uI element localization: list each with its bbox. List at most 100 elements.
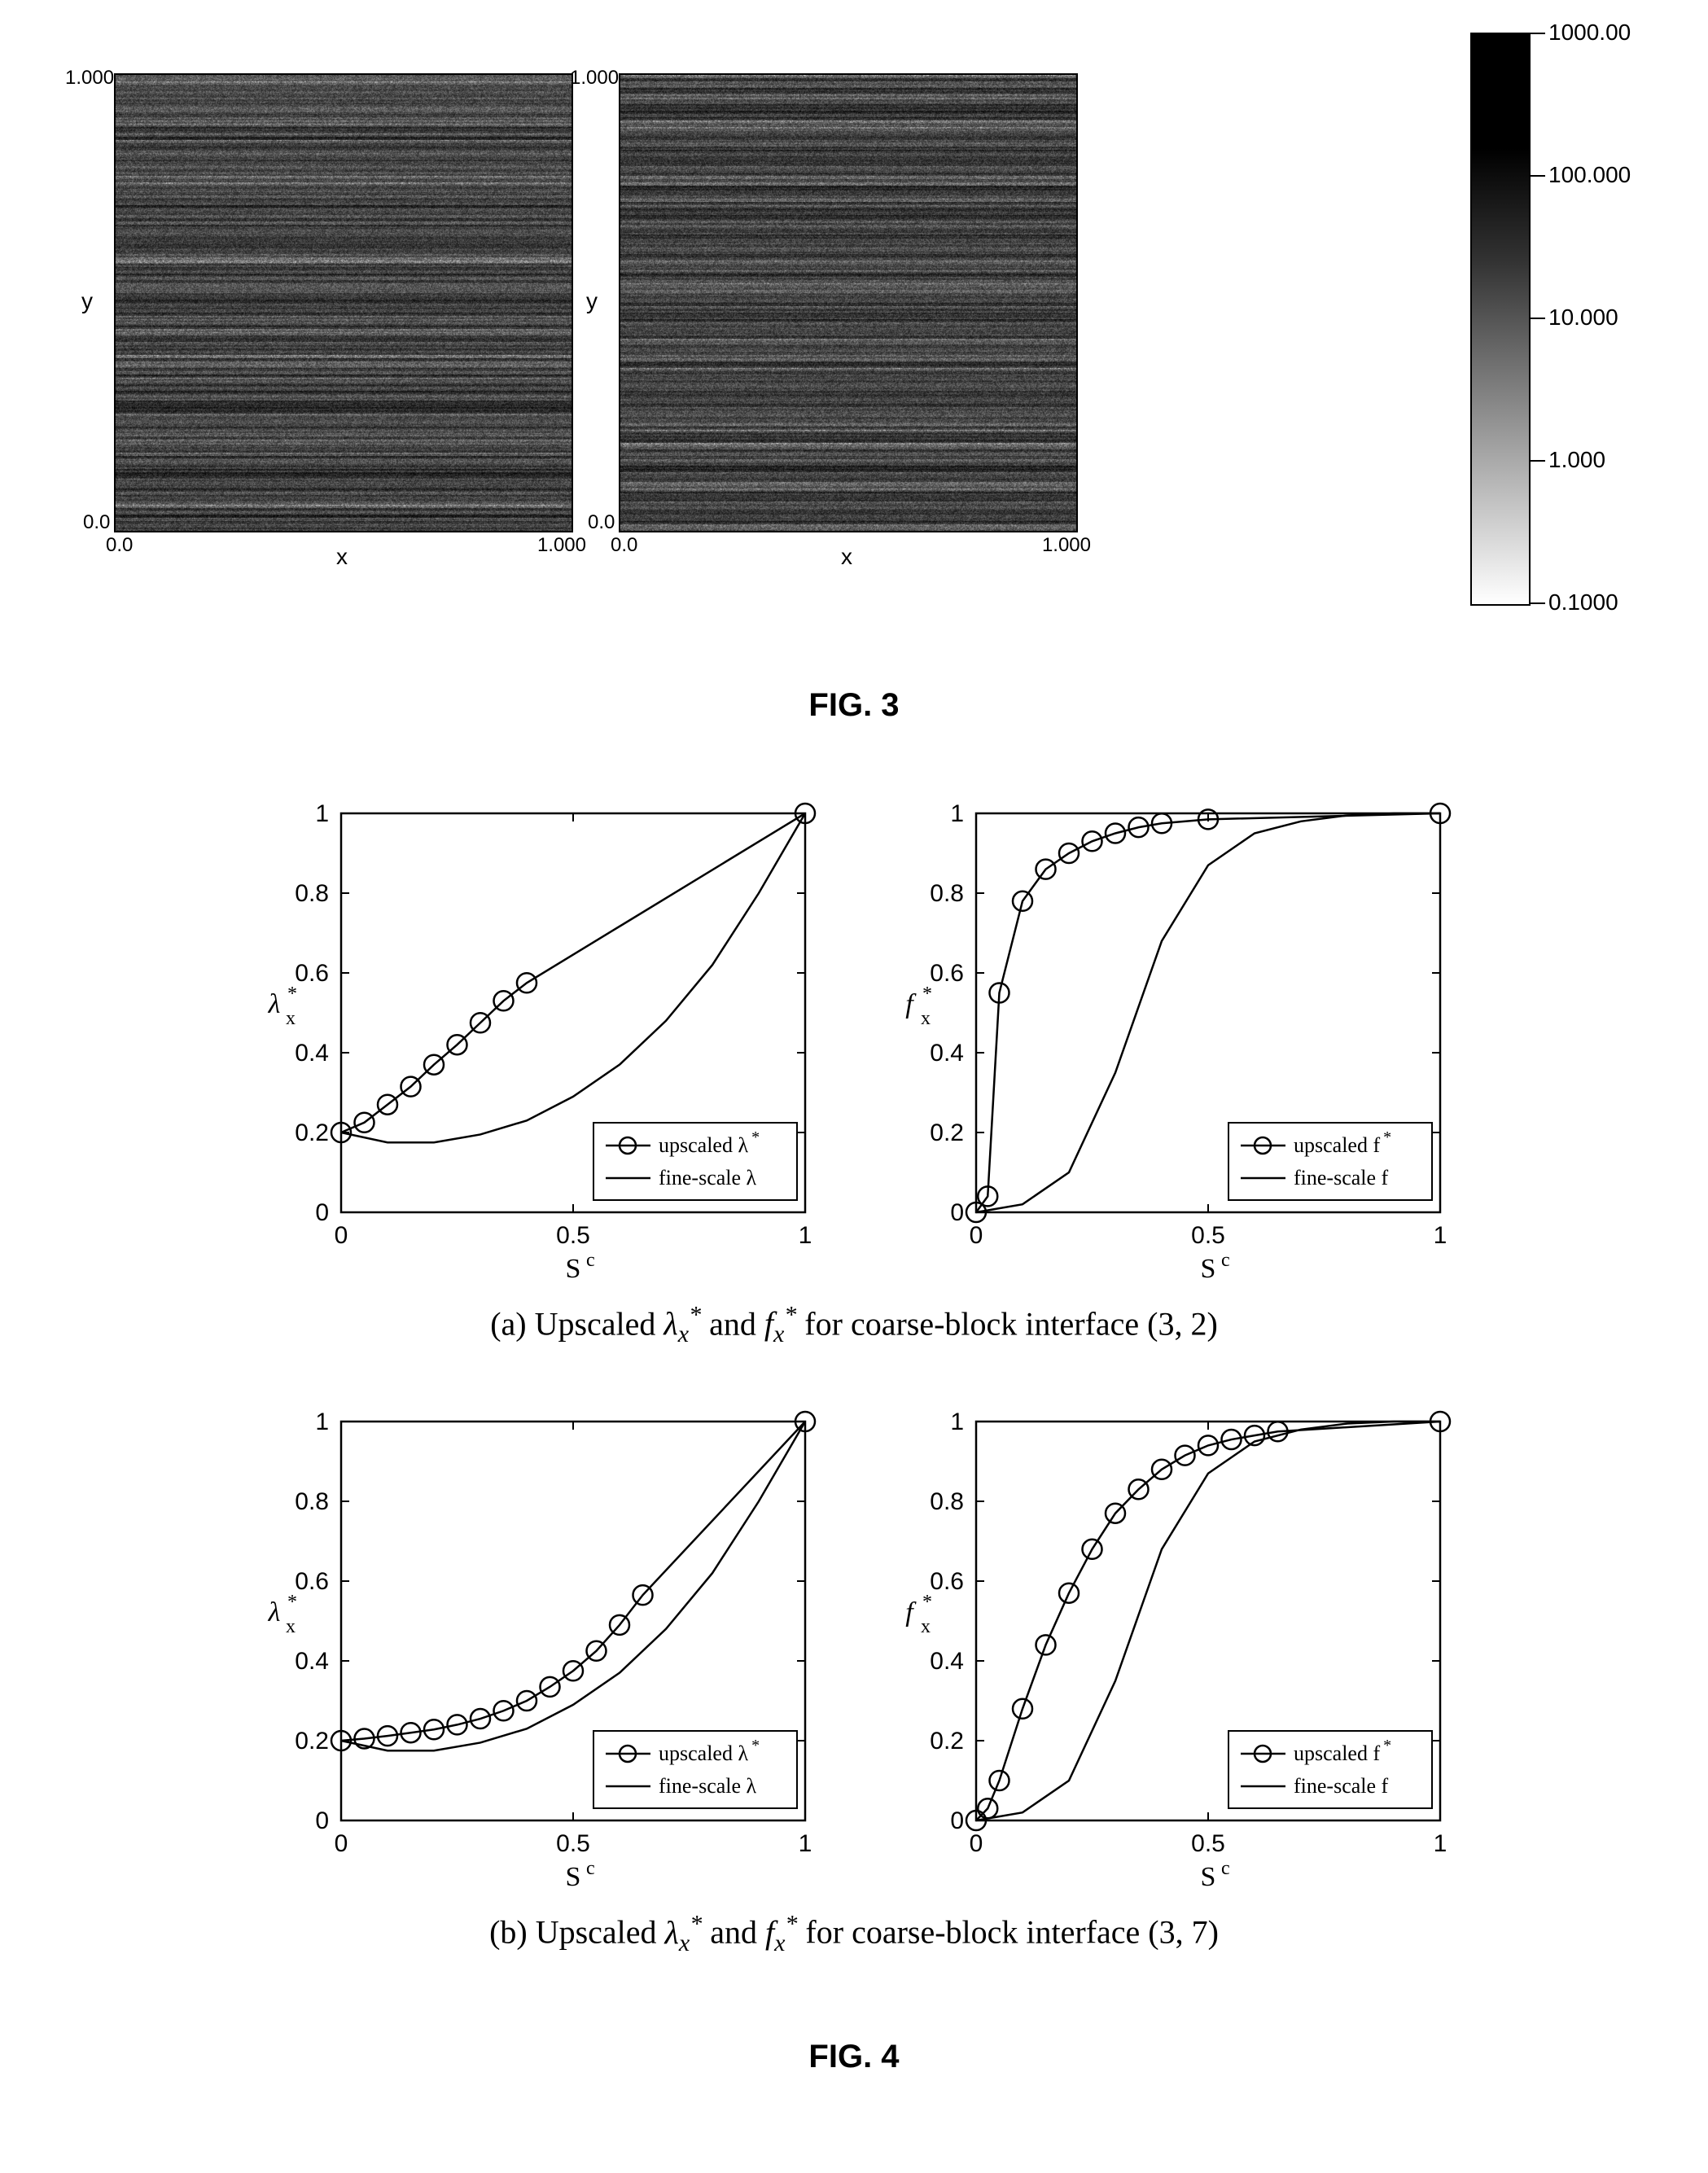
heatmap-left-canvas — [114, 73, 573, 532]
fig3-title: FIG. 3 — [33, 687, 1675, 724]
svg-text:λ: λ — [268, 989, 281, 1019]
svg-text:0: 0 — [315, 1807, 329, 1834]
svg-text:*: * — [751, 1128, 760, 1146]
svg-text:0: 0 — [970, 1830, 983, 1857]
colorbar-block: 1000.00100.00010.0001.0000.1000 — [1470, 33, 1659, 606]
svg-text:fine-scale f: fine-scale f — [1294, 1166, 1389, 1189]
svg-text:upscaled λ: upscaled λ — [659, 1133, 748, 1157]
colorbar-label: 1000.00 — [1548, 20, 1631, 46]
svg-text:c: c — [586, 1250, 595, 1271]
svg-text:0.6: 0.6 — [295, 960, 329, 987]
svg-text:fine-scale λ: fine-scale λ — [659, 1166, 757, 1189]
heatmap-left-plot: y x 1.000 0.0 0.0 1.000 — [114, 73, 570, 529]
svg-text:0.2: 0.2 — [930, 1119, 964, 1146]
svg-text:x: x — [286, 1008, 296, 1029]
svg-text:x: x — [921, 1616, 931, 1637]
fig3-container: y x 1.000 0.0 0.0 1.000 y x 1.000 0.0 0.… — [33, 33, 1675, 606]
tick-label: 0.0 — [106, 534, 133, 557]
svg-text:1: 1 — [315, 800, 329, 827]
svg-text:*: * — [1383, 1737, 1391, 1755]
colorbar-label: 0.1000 — [1548, 589, 1618, 616]
svg-text:0.2: 0.2 — [295, 1119, 329, 1146]
colorbar-label: 1.000 — [1548, 447, 1605, 473]
svg-text:*: * — [751, 1737, 760, 1755]
svg-text:c: c — [586, 1858, 595, 1879]
svg-text:0.8: 0.8 — [295, 1488, 329, 1515]
tick-label: 1.000 — [1042, 534, 1091, 557]
svg-text:S: S — [1201, 1862, 1216, 1892]
colorbar-tick — [1531, 175, 1545, 177]
svg-text:*: * — [287, 984, 297, 1005]
svg-text:1: 1 — [1434, 1222, 1447, 1249]
fig4b-row: 00.20.40.60.8100.51λ*xScupscaled λ*fine-… — [33, 1397, 1675, 1902]
caption-text: and — [702, 1914, 765, 1951]
fig4b-f-chart: 00.20.40.60.8100.51f*xScupscaled f*fine-… — [878, 1397, 1465, 1902]
heatmap-right-block: y x 1.000 0.0 0.0 1.000 — [619, 73, 1075, 529]
svg-text:1: 1 — [315, 1409, 329, 1435]
svg-text:x: x — [286, 1616, 296, 1637]
svg-text:0.6: 0.6 — [930, 1568, 964, 1595]
tick-label: 1.000 — [65, 67, 114, 90]
svg-text:0.4: 0.4 — [930, 1648, 964, 1675]
tick-label: 0.0 — [588, 511, 615, 534]
svg-text:0.6: 0.6 — [295, 1568, 329, 1595]
tick-label: 0.0 — [83, 511, 110, 534]
tick-label: 1.000 — [537, 534, 586, 557]
svg-text:S: S — [566, 1254, 581, 1284]
heatmap-right-ylabel: y — [586, 288, 598, 314]
tick-label: 0.0 — [611, 534, 637, 557]
svg-text:c: c — [1221, 1250, 1230, 1271]
caption-text: (b) Upscaled — [489, 1914, 664, 1951]
colorbar-tick — [1531, 460, 1545, 462]
svg-text:f: f — [905, 989, 917, 1019]
svg-text:0.2: 0.2 — [295, 1728, 329, 1755]
svg-text:x: x — [921, 1008, 931, 1029]
caption-text: (a) Upscaled — [490, 1305, 663, 1342]
tick-label: 1.000 — [570, 67, 619, 90]
fig4-title: FIG. 4 — [33, 2039, 1675, 2075]
heatmap-right-plot: y x 1.000 0.0 0.0 1.000 — [619, 73, 1075, 529]
svg-text:1: 1 — [799, 1222, 812, 1249]
caption-text: for coarse-block interface (3, 7) — [797, 1914, 1219, 1951]
svg-text:1: 1 — [1434, 1830, 1447, 1857]
svg-text:0.8: 0.8 — [295, 880, 329, 907]
svg-text:0.4: 0.4 — [295, 1648, 329, 1675]
caption-text: for coarse-block interface (3, 2) — [796, 1305, 1218, 1342]
heatmap-right-xlabel: x — [841, 544, 852, 570]
fig4a-f-chart: 00.20.40.60.8100.51f*xScupscaled f*fine-… — [878, 789, 1465, 1294]
svg-text:0.6: 0.6 — [930, 960, 964, 987]
svg-text:upscaled λ: upscaled λ — [659, 1741, 748, 1765]
heatmap-group: y x 1.000 0.0 0.0 1.000 y x 1.000 0.0 0.… — [114, 73, 1075, 529]
svg-text:*: * — [922, 1592, 932, 1613]
svg-text:*: * — [1383, 1128, 1391, 1146]
svg-text:0.8: 0.8 — [930, 880, 964, 907]
fig4b-lambda-chart: 00.20.40.60.8100.51λ*xScupscaled λ*fine-… — [243, 1397, 830, 1902]
svg-text:0: 0 — [950, 1199, 964, 1226]
heatmap-left-ylabel: y — [81, 288, 93, 314]
svg-text:0.5: 0.5 — [556, 1830, 590, 1857]
svg-text:0.5: 0.5 — [1191, 1222, 1225, 1249]
svg-text:c: c — [1221, 1858, 1230, 1879]
svg-text:f: f — [905, 1597, 917, 1628]
svg-text:0.5: 0.5 — [556, 1222, 590, 1249]
fig4a-row: 00.20.40.60.8100.51λ*xScupscaled λ*fine-… — [33, 789, 1675, 1294]
colorbar-tick — [1531, 33, 1545, 34]
svg-text:0.4: 0.4 — [930, 1040, 964, 1067]
svg-text:0: 0 — [335, 1222, 348, 1249]
fig4b-caption: (b) Upscaled λx* and fx* for coarse-bloc… — [33, 1910, 1675, 1956]
colorbar-labels: 1000.00100.00010.0001.0000.1000 — [1537, 33, 1659, 602]
svg-text:0: 0 — [335, 1830, 348, 1857]
svg-text:0.2: 0.2 — [930, 1728, 964, 1755]
svg-text:1: 1 — [950, 1409, 964, 1435]
colorbar-tick — [1531, 602, 1545, 604]
svg-text:upscaled f: upscaled f — [1294, 1133, 1380, 1157]
svg-text:0.5: 0.5 — [1191, 1830, 1225, 1857]
heatmap-left-xlabel: x — [336, 544, 348, 570]
fig4a-caption: (a) Upscaled λx* and fx* for coarse-bloc… — [33, 1302, 1675, 1348]
svg-text:*: * — [287, 1592, 297, 1613]
svg-text:fine-scale f: fine-scale f — [1294, 1774, 1389, 1798]
fig4a-lambda-chart: 00.20.40.60.8100.51λ*xScupscaled λ*fine-… — [243, 789, 830, 1294]
svg-text:λ: λ — [268, 1597, 281, 1628]
svg-text:0: 0 — [315, 1199, 329, 1226]
svg-text:fine-scale λ: fine-scale λ — [659, 1774, 757, 1798]
